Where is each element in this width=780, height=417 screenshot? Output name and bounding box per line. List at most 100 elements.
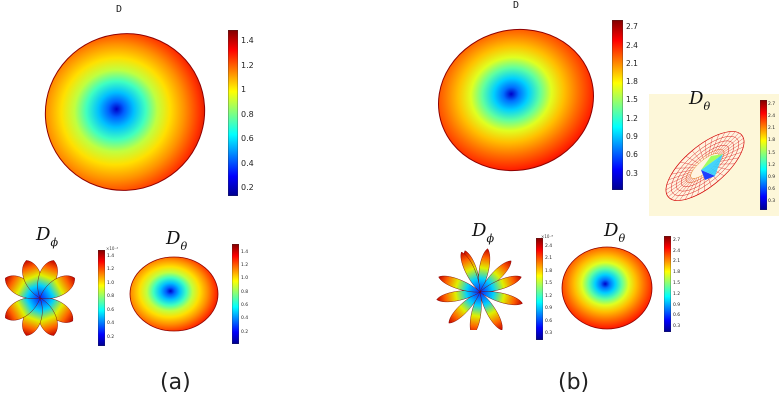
- mesh-line: [716, 131, 736, 154]
- mesh-line: [675, 167, 695, 169]
- petal: [478, 248, 491, 293]
- colorbar-tick-label: 2.7: [673, 237, 681, 243]
- colorbar-tick-label: 0.6: [626, 150, 638, 160]
- petal: [479, 291, 503, 330]
- mesh-line: [692, 150, 702, 162]
- mesh-line: [668, 177, 692, 197]
- colorbar-tick-label: 1.5: [545, 281, 553, 287]
- colorbar-tick-label: 0.3: [673, 324, 681, 330]
- mesh-line: [674, 178, 694, 201]
- colorbar-tick-label: 0.4: [107, 321, 115, 327]
- mesh-line: [714, 131, 731, 154]
- colorbar-tick-label: 1.2: [241, 263, 249, 269]
- colorbar-tick-label: 1.2: [241, 60, 254, 70]
- mesh-line: [698, 145, 704, 160]
- mesh-line: [710, 134, 719, 156]
- panel-a-dphi-petals: [5, 260, 75, 336]
- mesh-line: [705, 141, 707, 158]
- mesh-line: [719, 138, 744, 156]
- colorbar-tick-label: 1.2: [768, 162, 776, 168]
- mesh-line: [666, 176, 691, 194]
- panel-b-dtheta-colorbar: 2.7 2.4 2.1 1.8 1.5 1.2 0.9 0.6 0.3: [664, 236, 694, 336]
- colorbar-tick-label: 1.2: [107, 267, 115, 273]
- colorbar-tick-label: 0.9: [626, 132, 638, 142]
- colorbar-tick-label: 0.3: [545, 331, 553, 337]
- mesh-line: [719, 142, 744, 157]
- mesh-line: [718, 135, 742, 155]
- petal: [39, 275, 75, 299]
- mesh-line: [712, 132, 726, 155]
- panel-b-dtheta-label: Dθ: [604, 220, 626, 246]
- panel-b-title: D: [513, 0, 520, 11]
- petal: [438, 275, 481, 293]
- mesh-line: [718, 152, 742, 161]
- panel-a-dtheta-colorbar: 1.4 1.2 1.0 0.8 0.6 0.4 0.2: [232, 244, 262, 348]
- mesh-line: [708, 137, 713, 157]
- panel-b-inset: Dθ 2.7 2.4 2.1 1.8 1.5 1.2 0.9 0.6 0.3: [649, 88, 779, 216]
- colorbar-tick-label: 1.0: [241, 276, 249, 282]
- mesh-line: [680, 161, 697, 166]
- colorbar-tick-label: 0.4: [241, 316, 249, 322]
- colorbar-tick-label: 0.8: [241, 289, 249, 295]
- panel-b-dphi-colorbar: ×10⁻⁸ 2.4 2.1 1.8 1.5 1.2 0.9 0.6 0.3: [536, 234, 566, 344]
- colorbar-tick-label: 2.1: [545, 256, 553, 262]
- panel-a-caption: (a): [160, 370, 191, 395]
- mesh-line: [668, 171, 692, 180]
- colorbar-tick-label: 0.2: [241, 183, 254, 192]
- colorbar-tick-label: 1: [241, 85, 247, 94]
- colorbar-tick-label: 2.1: [673, 259, 681, 265]
- mesh-line: [670, 178, 693, 200]
- panel-a-dtheta-surface: [129, 256, 219, 332]
- panel-b-dtheta-surface: [561, 246, 653, 330]
- panel-b-inset-mesh: [665, 131, 745, 201]
- colorbar-tick-label: 0.6: [768, 187, 776, 193]
- panel-a-dphi-label: Dϕ: [36, 224, 59, 250]
- colorbar-tick-label: 0.2: [241, 329, 249, 335]
- colorbar-tick-label: 2.7: [768, 101, 776, 107]
- mesh-line: [666, 175, 691, 190]
- colorbar-tick-label: 0.6: [545, 318, 553, 324]
- colorbar-tick-label: 1.2: [673, 291, 681, 297]
- colorbar-tick-label: 1.5: [626, 95, 638, 105]
- panel-a-main-surface: [44, 33, 206, 191]
- panel-a-title: D: [116, 4, 123, 15]
- panel-b-caption: (b): [558, 370, 590, 395]
- panel-b-inset-label: Dθ: [689, 88, 711, 114]
- panel-b-main-colorbar: 2.7 2.4 2.1 1.8 1.5 1.2 0.9 0.6 0.3: [612, 20, 648, 196]
- mesh-line: [718, 146, 744, 159]
- panel-b-main-surface: [438, 28, 594, 172]
- colorbar-tick-label: 2.4: [673, 248, 681, 254]
- colorbar-tick-label: 0.6: [107, 307, 115, 313]
- colorbar-tick-label: 2.4: [626, 40, 638, 50]
- colorbar-tick-label: 2.7: [626, 22, 638, 32]
- panel-b-dphi-petals: [436, 248, 523, 330]
- colorbar-tick-label: 0.6: [241, 302, 249, 308]
- colorbar-tick-label: 1.4: [107, 253, 115, 259]
- petal: [469, 291, 482, 330]
- colorbar-tick-label: 0.4: [241, 158, 254, 168]
- colorbar-tick-label: 1.8: [626, 77, 638, 87]
- colorbar-tick-label: 0.2: [107, 334, 115, 340]
- panel-b-dphi-label: Dϕ: [472, 220, 495, 246]
- colorbar-tick-label: 2.4: [768, 113, 776, 119]
- panel-b-inset-colorbar: 2.7 2.4 2.1 1.8 1.5 1.2 0.9 0.6 0.3: [760, 100, 778, 214]
- colorbar-tick-label: 1.2: [545, 293, 553, 299]
- colorbar-tick-label: 0.9: [768, 174, 776, 180]
- panel-a-dtheta-label: Dθ: [166, 228, 188, 254]
- panel-a-dphi-colorbar: ×10⁻⁴ 1.4 1.2 1.0 0.8 0.6 0.4 0.2: [98, 246, 128, 350]
- colorbar-tick-label: 2.4: [545, 243, 553, 249]
- petal: [448, 291, 481, 324]
- colorbar-tick-label: 2.1: [768, 126, 776, 132]
- mesh-line: [685, 156, 699, 164]
- colorbar-tick-label: 1.8: [545, 268, 553, 274]
- mesh-line: [691, 176, 700, 198]
- mesh-line: [697, 175, 702, 195]
- colorbar-tick-label: 0.9: [545, 306, 553, 312]
- colorbar-tick-label: 2.1: [626, 58, 638, 68]
- colorbar-tick-label: 1.8: [673, 270, 681, 276]
- colorbar-tick-label: 0.8: [107, 294, 115, 300]
- panel-a-main-colorbar: 1.4 1.2 1 0.8 0.6 0.4 0.2: [228, 30, 278, 200]
- colorbar-tick-label: 1.0: [107, 280, 115, 286]
- petal: [460, 251, 481, 293]
- colorbar-tick-label: 1.2: [626, 113, 638, 123]
